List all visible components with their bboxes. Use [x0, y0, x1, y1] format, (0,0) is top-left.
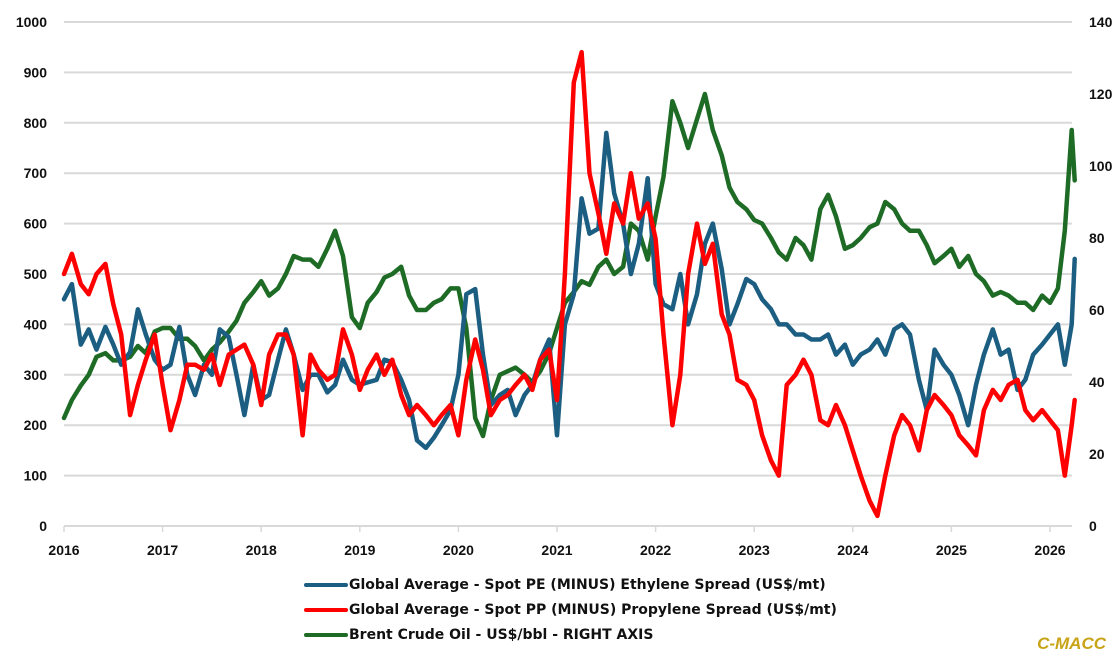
y2-tick-label: 100 [1089, 158, 1113, 174]
legend-label-pe: Global Average - Spot PE (MINUS) Ethylen… [349, 576, 826, 593]
y-tick-label: 900 [24, 64, 48, 80]
y-tick-label: 200 [24, 417, 48, 433]
legend-label-pp: Global Average - Spot PP (MINUS) Propyle… [349, 601, 837, 618]
legend: Global Average - Spot PE (MINUS) Ethylen… [304, 572, 837, 647]
x-tick-label: 2024 [837, 542, 868, 558]
series-line-pe-ethylene-spread [61, 130, 1077, 451]
y-tick-label: 0 [39, 518, 47, 534]
series-lines [61, 49, 1077, 519]
x-axis-tick-labels: 2016 2017 2018 2019 2020 2021 2022 2023 2024 2025… [48, 542, 1065, 558]
line-chart: 0 100 200 300 400 500 600 700 800 900 1000 0 20 40 60… [16, 14, 1113, 558]
legend-swatch-brent [304, 632, 348, 637]
y2-tick-label: 120 [1089, 86, 1113, 102]
legend-label-brent: Brent Crude Oil - US$/bbl - RIGHT AXIS [349, 626, 654, 643]
x-tick-label: 2021 [541, 542, 572, 558]
brand-logo-text: C-MACC [1037, 634, 1106, 653]
right-axis-tick-labels: 0 20 40 60 80 100 120 140 [1089, 14, 1113, 534]
legend-item-pp-propylene-spread: Global Average - Spot PP (MINUS) Propyle… [304, 597, 837, 622]
y-tick-label: 700 [24, 165, 48, 181]
x-tick-label: 2023 [739, 542, 770, 558]
y2-tick-label: 80 [1089, 230, 1105, 246]
x-tick-label: 2019 [344, 542, 375, 558]
series-line-pp-propylene-spread [61, 49, 1077, 519]
left-axis-tick-labels: 0 100 200 300 400 500 600 700 800 900 1000 [16, 14, 47, 534]
legend-item-brent-crude: Brent Crude Oil - US$/bbl - RIGHT AXIS [304, 622, 837, 647]
x-tick-label: 2025 [936, 542, 967, 558]
x-tick-label: 2026 [1034, 542, 1065, 558]
x-tick-label: 2018 [246, 542, 277, 558]
x-tick-label: 2016 [48, 542, 79, 558]
y2-tick-label: 20 [1089, 446, 1105, 462]
y-tick-label: 800 [24, 115, 48, 131]
x-tick-label: 2017 [147, 542, 178, 558]
y-tick-label: 600 [24, 216, 48, 232]
x-tick-label: 2020 [443, 542, 474, 558]
y-tick-label: 400 [24, 316, 48, 332]
y-tick-label: 1000 [16, 14, 47, 30]
y-tick-label: 100 [24, 468, 48, 484]
y2-tick-label: 60 [1089, 302, 1105, 318]
y-tick-label: 300 [24, 367, 48, 383]
y2-tick-label: 0 [1089, 518, 1097, 534]
y2-tick-label: 140 [1089, 14, 1113, 30]
gridlines [63, 21, 1072, 532]
legend-swatch-pe [304, 582, 348, 587]
y2-tick-label: 40 [1089, 374, 1105, 390]
legend-swatch-pp [304, 607, 348, 612]
legend-item-pe-ethylene-spread: Global Average - Spot PE (MINUS) Ethylen… [304, 572, 837, 597]
x-tick-label: 2022 [640, 542, 671, 558]
y-tick-label: 500 [24, 266, 48, 282]
